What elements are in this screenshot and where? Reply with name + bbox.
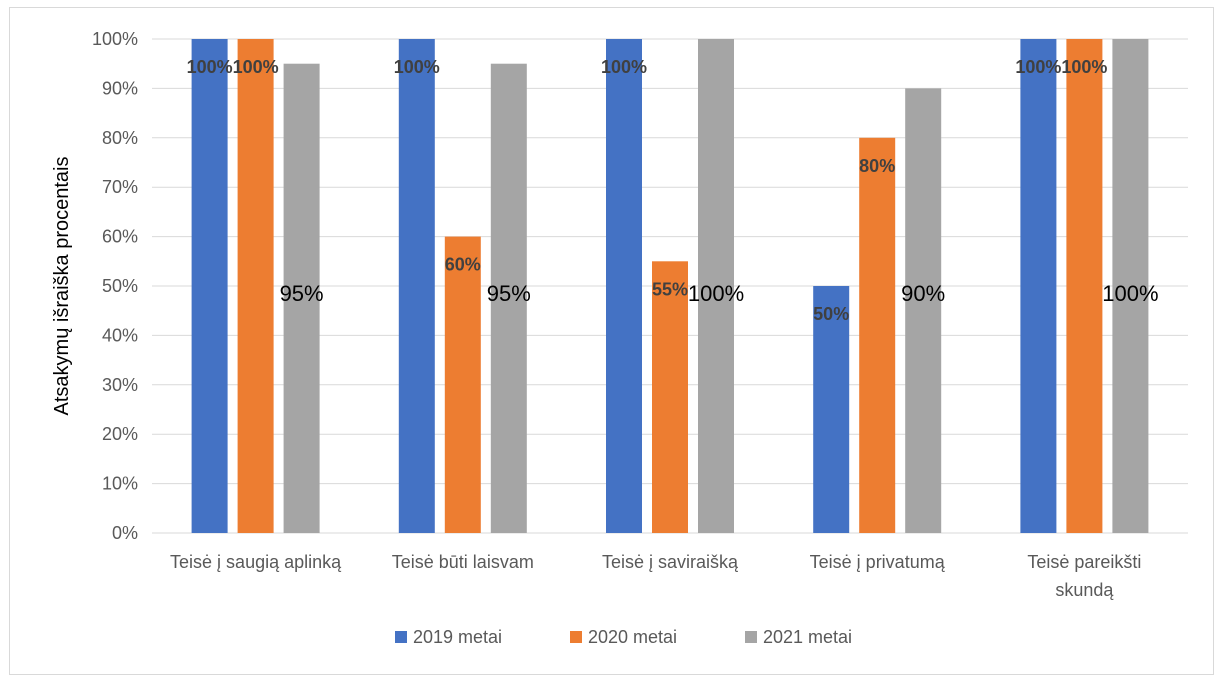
y-tick-label: 70%: [102, 177, 138, 197]
y-axis-ticks: 0% 10% 20% 30% 40% 50% 60% 70% 80% 90% 100%: [92, 29, 138, 543]
bar-2: [905, 88, 942, 534]
y-tick-label: 40%: [102, 325, 138, 345]
bar-1: [859, 137, 896, 534]
category-label: Teisė į saviraišką: [602, 552, 739, 572]
data-label: 90%: [901, 281, 945, 306]
data-label: 95%: [487, 281, 531, 306]
data-label: 100%: [187, 57, 233, 77]
data-label: 80%: [859, 156, 895, 176]
x-axis-categories: Teisė į saugią aplinką Teisė būti laisvam…: [170, 552, 1141, 600]
legend-swatch: [395, 631, 407, 643]
bar-0: [191, 39, 228, 533]
y-tick-label: 10%: [102, 474, 138, 494]
legend-label: 2020 metai: [588, 627, 677, 647]
bar-2: [283, 63, 320, 533]
gridlines: [152, 38, 1188, 534]
legend-swatch: [745, 631, 757, 643]
data-label: 100%: [1015, 57, 1061, 77]
legend: 2019 metai 2020 metai 2021 metai: [395, 627, 852, 647]
bar-0: [813, 286, 850, 533]
data-label: 100%: [688, 281, 744, 306]
data-label: 100%: [1102, 281, 1158, 306]
bar-1: [1066, 39, 1103, 533]
bar-1: [652, 261, 688, 533]
data-labels: 100% 100%95%100%60%95%100%55% 100%50%80%90…: [187, 57, 1159, 324]
bar-2: [698, 39, 734, 533]
legend-swatch: [570, 631, 582, 643]
bar-1: [237, 39, 274, 533]
data-label: 100%: [601, 57, 647, 77]
bar-0: [1020, 39, 1057, 533]
data-label: 50%: [813, 304, 849, 324]
category-label: Teisė pareikšti: [1027, 552, 1141, 572]
y-tick-label: 20%: [102, 424, 138, 444]
y-tick-label: 0%: [112, 523, 138, 543]
data-label: 55%: [652, 279, 688, 299]
y-tick-label: 30%: [102, 375, 138, 395]
y-tick-label: 90%: [102, 78, 138, 98]
data-label: 100%: [1061, 57, 1107, 77]
data-label: 60%: [445, 255, 481, 275]
data-label: 95%: [280, 281, 324, 306]
bar-0: [606, 39, 642, 533]
bar-1: [444, 236, 481, 533]
legend-label: 2019 metai: [413, 627, 502, 647]
bar-2: [490, 63, 527, 533]
y-tick-label: 50%: [102, 276, 138, 296]
category-label: Teisė į privatumą: [810, 552, 946, 572]
y-tick-label: 80%: [102, 128, 138, 148]
data-label: 100%: [233, 57, 279, 77]
y-axis-label: Atsakymų išraiška procentais: [51, 157, 73, 416]
y-tick-label: 100%: [92, 29, 138, 49]
legend-label: 2021 metai: [763, 627, 852, 647]
data-label: 100%: [394, 57, 440, 77]
category-label: Teisė į saugią aplinką: [170, 552, 342, 572]
bar-2: [1112, 39, 1149, 533]
category-label: Teisė būti laisvam: [392, 552, 534, 572]
bar-0: [398, 39, 435, 533]
bars: [191, 39, 1149, 534]
category-label: skundą: [1055, 580, 1114, 600]
y-tick-label: 60%: [102, 227, 138, 247]
